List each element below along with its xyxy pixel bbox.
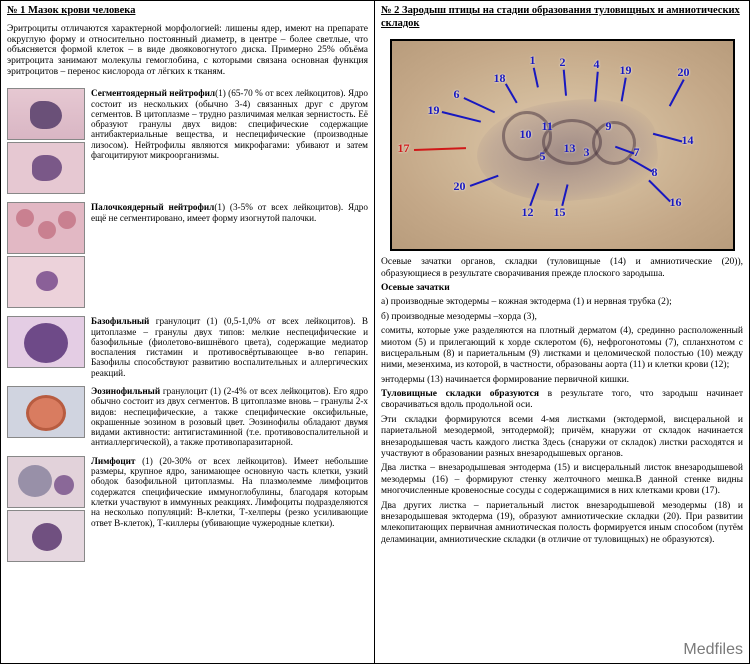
embryo-figure: 1 2 4 19 20 18 6 19 17 20 [381, 36, 743, 257]
page: № 1 Мазок крови человека Эритроциты отли… [0, 0, 750, 664]
cell-pct: гранулоцит (1) (2-4% от всех лейкоцитов)… [160, 386, 331, 396]
diagram-label-12: 12 [522, 205, 534, 220]
cell-row-band-neutrophil: Палочкоядерный нейтрофил(1) (3-5% от все… [7, 202, 368, 308]
diagram-label-20: 20 [678, 65, 690, 80]
left-intro: Эритроциты отличаются характерной морфол… [7, 24, 368, 79]
tulo: Туловищные складки образуются в результа… [381, 389, 743, 412]
left-heading: № 1 Мазок крови человека [7, 5, 368, 18]
cell-title: Лимфоцит [91, 456, 135, 466]
diagram-label-7: 7 [634, 145, 640, 160]
micrograph-icon [7, 142, 85, 194]
diagram-label-11: 11 [542, 119, 553, 134]
diagram-label-5: 5 [540, 149, 546, 164]
axial-a: а) производные эктодермы – кожная эктоде… [381, 297, 743, 308]
cell-images [7, 456, 85, 562]
diagram-label-19: 19 [620, 63, 632, 78]
diagram-label-3: 3 [584, 145, 590, 160]
diagram-label-8: 8 [652, 165, 658, 180]
right-p4: Два других листка – париетальный листок … [381, 501, 743, 547]
cell-row-segmented-neutrophil: Сегментоядерный нейтрофил(1) (65-70 % от… [7, 88, 368, 194]
diagram-label-1: 1 [530, 53, 536, 68]
diagram-label-14: 14 [682, 133, 694, 148]
right-p3: Два листка – внезародышевая энтодерма (1… [381, 463, 743, 497]
cell-text: Лимфоцит (1) (20-30% от всех лейкоцитов)… [91, 456, 368, 562]
axial-c: энтодермы (13) начинается формирование п… [381, 375, 743, 386]
micrograph-icon [7, 202, 85, 254]
axial-b2: сомиты, которые уже разделяются на плотн… [381, 326, 743, 372]
cell-row-lymphocyte: Лимфоцит (1) (20-30% от всех лейкоцитов)… [7, 456, 368, 562]
cell-images [7, 88, 85, 194]
cell-pct: (1) (65-70 % от всех лейкоцитов). [215, 88, 346, 98]
cell-text: Сегментоядерный нейтрофил(1) (65-70 % от… [91, 88, 368, 194]
right-column: № 2 Зародыш птицы на стадии образования … [375, 1, 749, 663]
diagram-label-15: 15 [554, 205, 566, 220]
cell-title: Базофильный [91, 316, 149, 326]
diagram-label-17: 17 [398, 141, 410, 156]
diagram-label-13: 13 [564, 141, 576, 156]
micrograph-icon [7, 88, 85, 140]
right-p2: Эти складки формируются всеми 4-мя листк… [381, 415, 743, 461]
cell-body: Имеет небольшие размеры, крупное ядро, з… [91, 456, 368, 528]
cell-text: Палочкоядерный нейтрофил(1) (3-5% от все… [91, 202, 368, 308]
micrograph-icon [7, 386, 85, 438]
micrograph-icon [7, 510, 85, 562]
cell-body: Ядро состоит из нескольких (обычно 3-4) … [91, 88, 368, 160]
cell-pct: (1) (20-30% от всех лейкоцитов). [135, 456, 287, 466]
cell-title: Эозинофильный [91, 386, 160, 396]
diagram-label-6: 6 [454, 87, 460, 102]
cell-images [7, 386, 85, 448]
embryo-diagram: 1 2 4 19 20 18 6 19 17 20 [390, 39, 735, 251]
diagram-label-2: 2 [560, 55, 566, 70]
right-sub1: Осевые зачатки органов, складки (туловищ… [381, 257, 743, 280]
cell-row-eosinophil: Эозинофильный гранулоцит (1) (2-4% от вс… [7, 386, 368, 448]
axial-head: Осевые зачатки [381, 283, 743, 294]
diagram-label-18: 18 [494, 71, 506, 86]
cell-row-basophil: Базофильный гранулоцит (1) (0,5-1,0% от … [7, 316, 368, 378]
diagram-label-20b: 20 [454, 179, 466, 194]
micrograph-icon [7, 456, 85, 508]
cell-title: Палочкоядерный нейтрофил [91, 202, 214, 212]
watermark: Medfiles [683, 641, 743, 659]
diagram-label-4: 4 [594, 57, 600, 72]
cell-pct: (1) (3-5% от всех лейкоцитов). [214, 202, 343, 212]
left-column: № 1 Мазок крови человека Эритроциты отли… [1, 1, 375, 663]
diagram-label-9: 9 [606, 119, 612, 134]
right-heading: № 2 Зародыш птицы на стадии образования … [381, 5, 743, 30]
cell-images [7, 316, 85, 378]
micrograph-icon [7, 256, 85, 308]
cell-title: Сегментоядерный нейтрофил [91, 88, 215, 98]
micrograph-icon [7, 316, 85, 368]
diagram-label-19b: 19 [428, 103, 440, 118]
cell-text: Эозинофильный гранулоцит (1) (2-4% от вс… [91, 386, 368, 448]
diagram-label-10: 10 [520, 127, 532, 142]
cell-pct: гранулоцит (1) (0,5-1,0% от всех лейкоци… [149, 316, 355, 326]
cell-images [7, 202, 85, 308]
axial-b: б) производные мезодермы –хорда (3), [381, 312, 743, 323]
cell-text: Базофильный гранулоцит (1) (0,5-1,0% от … [91, 316, 368, 378]
diagram-label-16: 16 [670, 195, 682, 210]
